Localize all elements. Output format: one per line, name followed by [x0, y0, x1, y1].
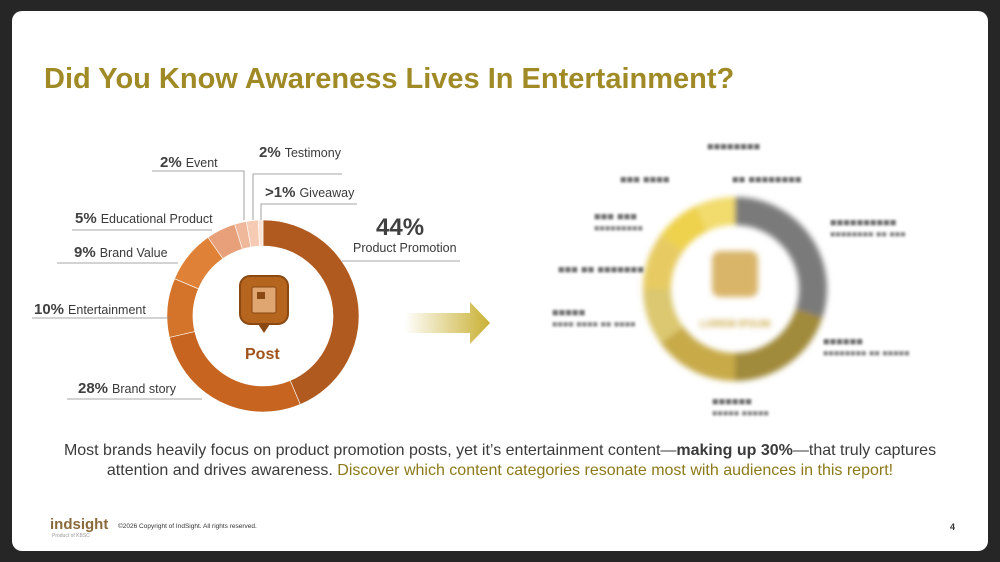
label-event: 2% Event	[160, 154, 218, 171]
post-icon-pointer	[258, 324, 270, 333]
blurred-donut-slice	[735, 308, 823, 381]
blurred-label: ■■■■■■ ■■■■■ ■■■■■	[712, 396, 769, 418]
label-name-brand-value: Brand Value	[99, 246, 168, 260]
leader-line-testimony	[252, 173, 342, 220]
leader-line-event	[152, 170, 245, 220]
blurred-center-icon	[712, 251, 758, 297]
label-name-entertainment: Entertainment	[68, 303, 146, 317]
label-pct-entertainment: 10%	[34, 301, 65, 318]
blurred-label: ■■■■■■■■■■ ■■■■■■■■ ■■ ■■■	[830, 217, 906, 239]
label-name-educational-product: Educational Product	[100, 212, 213, 226]
blurred-label: ■■ ■■■■■■■■	[732, 174, 802, 186]
label-pct-testimony: 2%	[259, 144, 281, 161]
blurred-center-label: LOREM IPSUM	[700, 319, 771, 330]
body-text-1: Most brands heavily focus on product pro…	[63, 442, 677, 459]
label-pct-brand-value: 9%	[74, 244, 96, 261]
donut-slice-giveaway	[257, 219, 264, 247]
body-text-2: —that truly captures attention and drive…	[106, 442, 937, 479]
label-pct-brand-story: 28%	[78, 380, 109, 397]
indsight-logo: indsight	[50, 516, 109, 533]
blurred-label: ■■■ ■■■■	[620, 174, 670, 186]
body-text-bold: making up 30%	[676, 442, 793, 459]
blurred-donut-slice	[660, 205, 708, 252]
blurred-donut-chart: LOREM IPSUM	[643, 197, 827, 381]
body-text: Most brands heavily focus on product pro…	[42, 441, 958, 481]
donut-center-label: Post	[245, 346, 280, 363]
blurred-label: ■■■ ■■ ■■■■■■■	[558, 264, 644, 276]
label-entertainment: 10% Entertainment	[34, 301, 146, 318]
blurred-donut-slice	[695, 197, 735, 232]
label-giveaway: >1% Giveaway	[265, 184, 354, 201]
label-educational-product: 5% Educational Product	[75, 210, 213, 227]
post-icon-sheet	[251, 286, 277, 314]
arrow-icon	[404, 302, 490, 344]
label-pct-product-promotion: 44%	[376, 214, 425, 241]
body-text-highlight: Discover which content categories resona…	[337, 462, 894, 479]
post-icon-glyph	[257, 292, 265, 299]
donut-chart: LOREM IPSUM	[32, 170, 827, 413]
label-name-brand-story: Brand story	[112, 382, 176, 396]
label-brand-story: 28% Brand story	[78, 380, 176, 397]
blurred-donut-slice	[643, 289, 684, 344]
blurred-donut-slice	[660, 326, 735, 381]
blurred-label: ■■■■■■ ■■■■■■■■ ■■ ■■■■■	[823, 336, 910, 358]
label-pct-event: 2%	[160, 154, 182, 171]
label-name-giveaway: Giveaway	[299, 186, 355, 200]
blurred-donut-slice	[643, 234, 684, 289]
donut-slice-product-promotion	[262, 219, 360, 405]
logo-subtext: Product of KBSC	[52, 533, 90, 539]
label-name-product-promotion: Product Promotion	[353, 241, 457, 255]
blurred-label: ■■■■■■■■	[707, 141, 761, 153]
blurred-donut-slice	[735, 197, 827, 318]
label-name-testimony: Testimony	[284, 146, 341, 160]
donut-slice-entertainment	[166, 278, 199, 338]
page-number: 4	[950, 522, 956, 532]
slide-title: Did You Know Awareness Lives In Entertai…	[44, 63, 735, 95]
leader-line-giveaway	[260, 203, 357, 220]
label-name-event: Event	[185, 156, 218, 170]
slide: Did You Know Awareness Lives In Entertai…	[12, 11, 988, 551]
label-testimony: 2% Testimony	[259, 144, 341, 161]
label-pct-giveaway: >1%	[265, 184, 296, 201]
label-pct-educational-product: 5%	[75, 210, 97, 227]
donut-slice-brand-story	[169, 331, 301, 413]
blurred-label: ■■■ ■■■ ■■■■■■■■■	[594, 211, 643, 233]
copyright-text: ©2026 Copyright of IndSight. All rights …	[118, 523, 257, 530]
blurred-label: ■■■■■ ■■■■ ■■■■ ■■ ■■■■	[552, 307, 636, 329]
label-brand-value: 9% Brand Value	[74, 244, 168, 261]
